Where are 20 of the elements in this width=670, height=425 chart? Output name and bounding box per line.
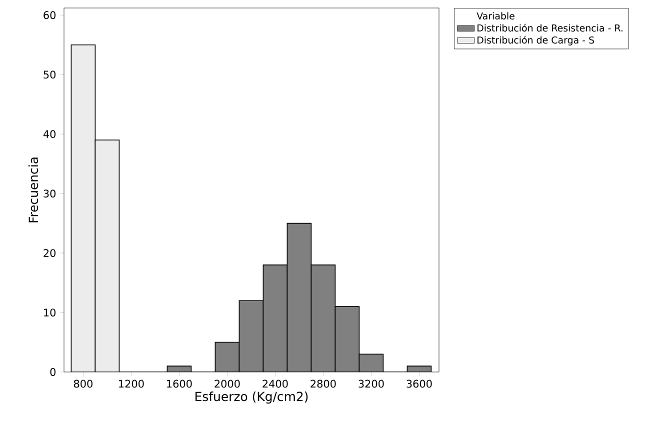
legend-title: Variable [476,12,514,20]
y-tick-label: 60 [44,11,56,20]
x-tick-label: 800 [74,380,92,388]
x-tick-label: 2800 [310,380,336,388]
x-axis-title: Esfuerzo (Kg/cm2) [196,392,308,404]
x-tick-label: 3200 [358,380,384,388]
y-tick-label: 10 [44,308,56,316]
x-tick-label: 2000 [214,380,240,388]
x-tick-label: 3600 [406,380,432,388]
legend-label: Distribución de Resistencia - R. [478,24,622,32]
legend-label: Distribución de Carga - S [478,36,594,46]
y-tick-label: 30 [44,190,56,198]
x-tick-label: 1600 [167,380,192,388]
x-tick-label: 2400 [262,380,288,388]
y-tick-label: 40 [43,130,56,138]
y-tick-label: 20 [44,249,56,257]
y-axis-title: Frecuencia [28,158,38,222]
y-tick-label: 0 [50,368,56,376]
x-tick-label: 1200 [119,380,144,388]
y-tick-label: 50 [44,70,56,79]
